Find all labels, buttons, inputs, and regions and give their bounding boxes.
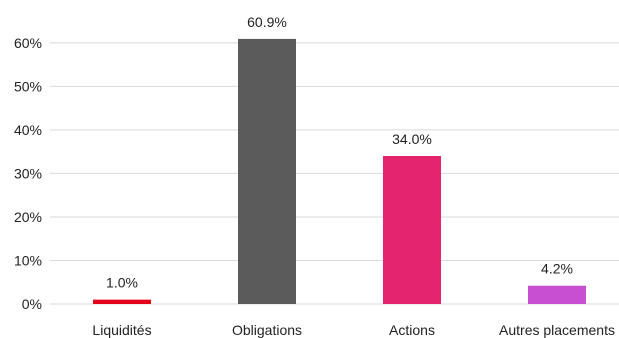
y-tick-label: 0% bbox=[22, 296, 42, 312]
y-tick-label: 60% bbox=[14, 35, 42, 51]
bar-data-label: 60.9% bbox=[247, 14, 287, 30]
x-axis-category-labels: Liquidités Obligations Actions Autres place… bbox=[92, 322, 615, 338]
bar-data-label: 4.2% bbox=[541, 261, 573, 277]
bars bbox=[93, 38, 586, 304]
bar-data-label: 1.0% bbox=[106, 275, 138, 291]
y-tick-label: 50% bbox=[14, 78, 42, 94]
y-tick-label: 30% bbox=[14, 165, 42, 181]
gridlines bbox=[50, 42, 619, 305]
data-labels: 1.0% 60.9% 34.0% 4.2% bbox=[106, 14, 573, 291]
x-category-label: Actions bbox=[389, 322, 435, 338]
y-tick-label: 40% bbox=[14, 122, 42, 138]
bar bbox=[528, 285, 586, 304]
y-axis-tick-labels: 0% 10% 20% 30% 40% 50% 60% bbox=[14, 35, 42, 312]
y-tick-label: 20% bbox=[14, 209, 42, 225]
x-category-label: Obligations bbox=[232, 322, 302, 338]
bar bbox=[383, 155, 441, 304]
y-tick-label: 10% bbox=[14, 252, 42, 268]
x-category-label: Liquidités bbox=[92, 322, 151, 338]
bar bbox=[93, 299, 151, 304]
x-category-label: Autres placements bbox=[499, 322, 615, 338]
bar-data-label: 34.0% bbox=[392, 131, 432, 147]
bar bbox=[238, 38, 296, 304]
